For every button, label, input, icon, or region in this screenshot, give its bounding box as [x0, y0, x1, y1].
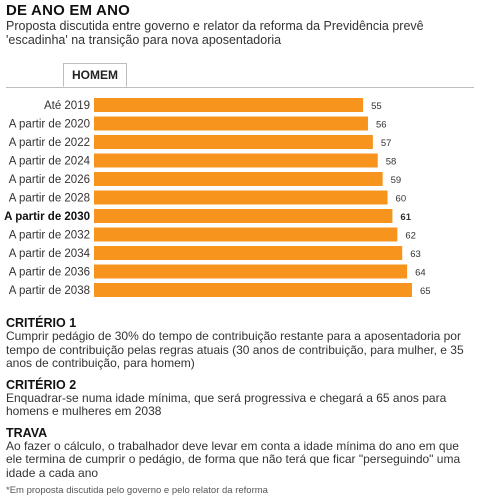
- section-trava: TRAVA Ao fazer o cálculo, o trabalhador …: [6, 426, 474, 481]
- category-label: A partir de 2024: [9, 156, 91, 168]
- tab-homem[interactable]: HOMEM: [63, 63, 127, 87]
- section-heading: CRITÉRIO 1: [6, 316, 77, 330]
- bar: [94, 227, 398, 242]
- value-label: 55: [371, 101, 382, 112]
- value-label: 62: [405, 231, 416, 242]
- value-label: 63: [410, 249, 421, 260]
- bar: [94, 98, 364, 112]
- category-label: A partir de 2036: [9, 267, 90, 279]
- value-label: 58: [386, 157, 397, 168]
- bar: [94, 264, 408, 279]
- bar: [94, 116, 368, 131]
- category-label: A partir de 2022: [9, 137, 90, 149]
- chart-title: DE ANO EM ANO: [6, 2, 130, 19]
- section-criterio-1: CRITÉRIO 1 Cumprir pedágio de 30% do tem…: [6, 316, 474, 371]
- bar: [94, 283, 412, 297]
- section-criterio-2: CRITÉRIO 2 Enquadrar-se numa idade mínim…: [6, 378, 474, 419]
- category-label: Até 2019: [44, 100, 90, 112]
- criteria-sections: CRITÉRIO 1 Cumprir pedágio de 30% do tem…: [6, 316, 474, 496]
- bar: [94, 246, 403, 260]
- value-label: 57: [381, 138, 392, 149]
- value-label: 65: [420, 286, 431, 297]
- value-label: 64: [415, 268, 426, 279]
- category-label: A partir de 2026: [9, 174, 90, 186]
- bar: [94, 190, 388, 205]
- value-label: 61: [400, 212, 411, 223]
- tab-bar: HOMEM: [6, 63, 474, 88]
- section-heading: TRAVA: [6, 425, 48, 440]
- category-label: A partir de 2034: [9, 248, 91, 260]
- bar: [94, 135, 373, 149]
- section-text: Ao fazer o cálculo, o trabalhador deve l…: [6, 438, 461, 480]
- section-text: Enquadrar-se numa idade mínima, que será…: [6, 390, 447, 418]
- value-label: 60: [396, 194, 407, 205]
- category-label: A partir de 2032: [9, 230, 90, 242]
- section-text: Cumprir pedágio de 30% do tempo de contr…: [6, 329, 464, 370]
- bar: [94, 172, 383, 186]
- category-label: A partir de 2038: [9, 285, 90, 297]
- footnote: *Em proposta discutida pelo governo e pe…: [6, 485, 268, 496]
- value-label: 59: [391, 175, 402, 186]
- category-label: A partir de 2030: [4, 211, 90, 223]
- bar: [94, 153, 378, 168]
- bar-chart: Até 2019 55 A partir de 2020 56 A partir de …: [4, 98, 431, 297]
- category-label: A partir de 2020: [9, 119, 90, 131]
- value-label: 56: [376, 120, 387, 131]
- category-label: A partir de 2028: [9, 193, 90, 205]
- section-heading: CRITÉRIO 2: [6, 377, 77, 392]
- chart-subtitle: Proposta discutida entre governo e relat…: [6, 19, 424, 47]
- bar: [94, 209, 393, 223]
